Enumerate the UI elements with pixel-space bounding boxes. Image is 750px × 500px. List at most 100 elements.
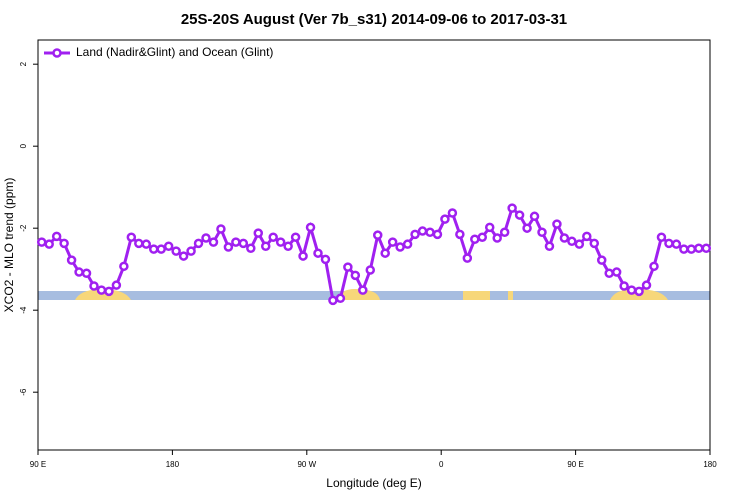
data-point — [178, 251, 189, 261]
chart-title: 25S-20S August (Ver 7b_s31) 2014-09-06 t… — [181, 11, 567, 28]
data-point — [417, 226, 428, 236]
data-point — [104, 286, 114, 297]
x-tick-label: 90 W — [297, 460, 316, 469]
data-point — [350, 270, 361, 281]
data-point — [694, 243, 704, 254]
data-point — [111, 280, 122, 290]
data-point — [81, 268, 92, 279]
data-point — [246, 243, 256, 254]
data-point — [313, 248, 323, 258]
x-tick-label: 0 — [439, 460, 444, 469]
data-point — [89, 281, 99, 291]
data-point — [156, 244, 166, 254]
data-point — [514, 210, 525, 220]
data-point — [544, 241, 555, 251]
data-point — [126, 232, 137, 242]
data-point — [141, 239, 152, 249]
data-point — [186, 246, 196, 256]
data-point — [328, 295, 338, 306]
data-point — [611, 267, 622, 277]
data-point — [589, 238, 600, 249]
y-tick-label: -2 — [19, 224, 28, 232]
data-point — [59, 238, 69, 249]
data-point — [163, 241, 174, 251]
data-point — [507, 203, 517, 213]
data-point — [134, 238, 144, 249]
data-point — [574, 239, 585, 249]
data-point — [656, 232, 667, 242]
data-point — [365, 265, 376, 275]
data-point — [671, 239, 682, 249]
data-point — [582, 231, 592, 242]
data-point — [604, 268, 614, 279]
data-point — [372, 230, 383, 240]
y-tick-label: 0 — [19, 143, 28, 148]
data-point — [387, 237, 398, 247]
data-point — [425, 227, 435, 238]
data-point — [253, 228, 264, 238]
data-point — [358, 285, 368, 295]
data-point — [231, 237, 241, 247]
data-point — [559, 233, 570, 243]
data-point — [477, 232, 488, 242]
data-point — [223, 242, 234, 252]
y-tick-label: 2 — [19, 61, 28, 66]
data-point — [298, 251, 308, 261]
data-point — [51, 231, 62, 242]
data-point — [208, 237, 219, 247]
land-patch — [463, 291, 490, 300]
data-point — [440, 214, 450, 224]
data-point — [36, 237, 47, 247]
data-point — [335, 293, 346, 304]
data-point — [484, 222, 495, 233]
data-point — [619, 281, 629, 291]
data-point — [455, 229, 465, 240]
data-point — [701, 243, 712, 254]
data-point — [641, 280, 652, 290]
x-tick-label: 90 E — [567, 460, 583, 469]
data-point — [395, 242, 405, 252]
data-point — [567, 236, 577, 247]
data-point — [447, 208, 458, 218]
x-tick-label: 180 — [166, 460, 180, 469]
data-point — [537, 227, 547, 238]
legend-marker — [52, 48, 62, 58]
data-point — [402, 239, 413, 249]
data-point — [148, 244, 159, 254]
data-point — [634, 286, 644, 297]
data-point — [492, 233, 502, 243]
data-point — [380, 248, 390, 258]
x-tick-label: 180 — [703, 460, 717, 469]
land-patch — [338, 289, 380, 300]
data-point — [275, 237, 286, 247]
y-axis-label: XCO2 - MLO trend (ppm) — [2, 178, 16, 313]
data-point — [260, 241, 271, 251]
data-point — [238, 238, 249, 249]
data-point — [74, 267, 84, 277]
data-point — [96, 285, 107, 295]
data-point — [686, 244, 697, 254]
y-tick-label: -6 — [19, 388, 28, 396]
data-point — [596, 255, 607, 265]
data-point — [44, 239, 54, 249]
land-ocean-strip — [38, 289, 710, 300]
data-point — [216, 224, 226, 234]
data-point — [119, 261, 129, 272]
data-point — [470, 234, 480, 245]
data-point — [552, 219, 562, 229]
data-point — [305, 222, 316, 233]
data-point — [343, 262, 353, 272]
data-point — [410, 229, 420, 240]
data-point — [626, 285, 637, 295]
data-point — [171, 246, 181, 256]
data-point — [201, 233, 211, 243]
data-point — [290, 232, 301, 242]
data-point — [679, 244, 689, 254]
data-point — [499, 227, 510, 238]
legend-label: Land (Nadir&Glint) and Ocean (Glint) — [76, 45, 273, 59]
data-point — [193, 238, 204, 249]
data-point — [320, 254, 331, 265]
land-patch — [508, 291, 513, 300]
x-axis-label: Longitude (deg E) — [326, 476, 421, 490]
